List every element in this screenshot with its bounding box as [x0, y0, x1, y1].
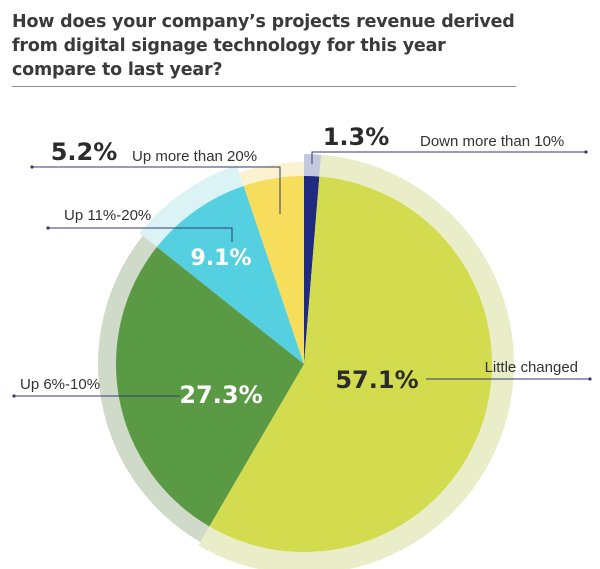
slice-up-more-than-20: [243, 176, 304, 364]
value-label-up-more-than-20: 5.2%: [51, 138, 118, 166]
category-label-up-11-20: Up 11%-20%: [64, 207, 151, 224]
leader-lines: [12, 150, 592, 398]
leader-dot-up-more-than-20: [30, 165, 34, 169]
slice-little-changed: [209, 176, 493, 553]
leader-line-up-11-20: [48, 227, 233, 242]
value-label-little-changed: 57.1%: [335, 366, 418, 394]
category-label-up-6-10: Up 6%-10%: [20, 376, 100, 393]
leader-line-down-more-than-10: [311, 151, 586, 164]
value-label-up-11-20: 9.1%: [190, 246, 251, 271]
category-label-down-more-than-10: Down more than 10%: [420, 133, 564, 150]
slice-up-11-20: [156, 185, 304, 364]
category-label-little-changed: Little changed: [485, 359, 578, 376]
value-label-up-6-10: 27.3%: [179, 381, 262, 409]
leader-dot-little-changed: [588, 377, 592, 381]
slice-down-more-than-10: [304, 176, 320, 364]
chart-title: How does your company’s projects revenue…: [12, 12, 515, 80]
title-divider: [12, 86, 516, 87]
leader-dot-up-11-20: [46, 226, 50, 230]
pie-labels: 1.3% Down more than 10% 57.1% Little change…: [20, 123, 578, 409]
leader-dot-down-more-than-10: [584, 150, 588, 154]
leader-dot-up-6-10: [12, 394, 16, 398]
pie-slices: [116, 176, 493, 553]
value-label-down-more-than-10: 1.3%: [323, 123, 390, 151]
slice-up-6-10: [116, 246, 304, 527]
leader-line-up-more-than-20: [32, 166, 281, 214]
category-label-up-more-than-20: Up more than 20%: [132, 148, 257, 165]
